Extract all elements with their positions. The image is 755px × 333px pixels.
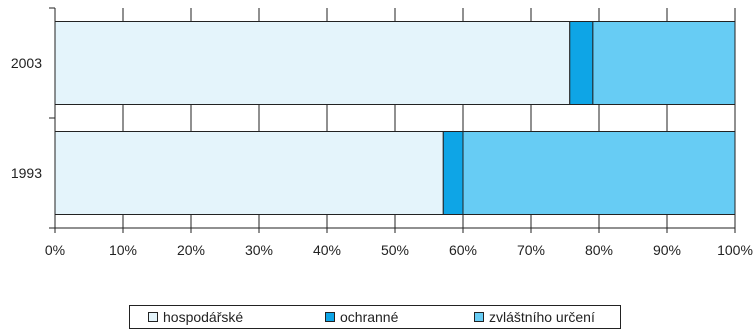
- bar-segment: [54, 21, 571, 105]
- x-tick-label: 70%: [517, 242, 545, 258]
- legend: hospodářské ochranné zvláštního určení: [129, 305, 621, 329]
- x-tick-label: 10%: [109, 242, 137, 258]
- bar-segment: [462, 131, 736, 215]
- bar-segment: [54, 131, 444, 215]
- bar-segment: [592, 21, 736, 105]
- x-tick-label: 0%: [45, 242, 65, 258]
- legend-item-hospodarske: hospodářské: [148, 309, 243, 325]
- legend-label-zvlastniho-urceni: zvláštního určení: [489, 309, 595, 325]
- axes: 0% 10% 20% 30% 40% 50% 60% 70% 80% 90% 100% 2003 199…: [11, 7, 753, 258]
- x-tick-label: 80%: [585, 242, 613, 258]
- x-tick-label: 100%: [717, 242, 753, 258]
- bar-segment: [569, 21, 594, 105]
- legend-label-ochranne: ochranné: [340, 309, 399, 325]
- x-tick-label: 60%: [449, 242, 477, 258]
- legend-swatch-ochranne: [325, 312, 335, 322]
- x-tick-label: 90%: [653, 242, 681, 258]
- legend-label-hospodarske: hospodářské: [163, 309, 244, 325]
- chart: 0% 10% 20% 30% 40% 50% 60% 70% 80% 90% 100% 2003 199…: [11, 7, 753, 258]
- x-tick-label: 20%: [177, 242, 205, 258]
- y-tick-label: 2003: [11, 55, 42, 71]
- x-tick-label: 50%: [381, 242, 409, 258]
- legend-swatch-zvlastniho-urceni: [474, 312, 484, 322]
- x-tick-label: 30%: [245, 242, 273, 258]
- y-tick-label: 1993: [11, 165, 42, 181]
- legend-swatch-hospodarske: [148, 312, 158, 322]
- bar-segment: [442, 131, 464, 215]
- legend-item-zvlastniho-urceni: zvláštního určení: [474, 309, 595, 325]
- x-tick-label: 40%: [313, 242, 341, 258]
- bars: [54, 21, 736, 215]
- legend-item-ochranne: ochranné: [325, 309, 398, 325]
